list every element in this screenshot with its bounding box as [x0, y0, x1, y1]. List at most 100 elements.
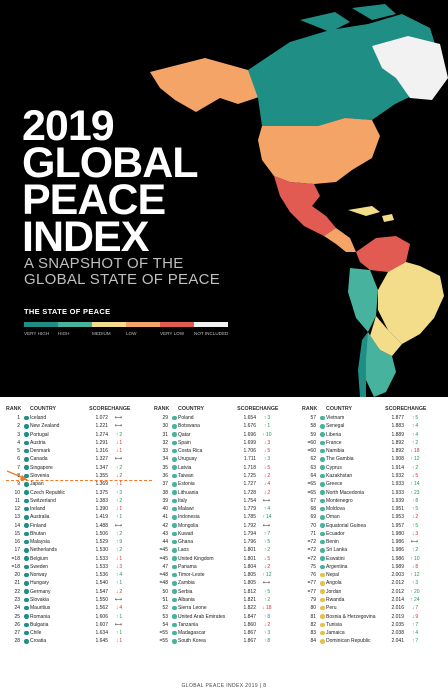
change-cell: ↓ 5 — [404, 473, 426, 479]
score-cell: 1.725 — [243, 472, 256, 479]
peace-level-dot-icon — [24, 548, 30, 553]
arrow-up-icon: ↑ — [115, 431, 119, 438]
change-cell: ↑ 1 — [108, 630, 130, 636]
change-value: 12 — [413, 456, 420, 463]
arrow-up-icon: ↑ — [115, 613, 119, 620]
change-cell: ↑ 1 — [108, 514, 130, 520]
country-cell: North Macedonia — [326, 489, 365, 496]
country-cell: United Arab Emirates — [178, 613, 226, 620]
table-row: =77 Jordan 2.012 ↑ 20 — [302, 588, 426, 596]
peace-level-dot-icon — [24, 457, 30, 462]
table-row: 62 The Gambia 1.908 ↑ 12 — [302, 455, 426, 463]
change-value: 5 — [267, 464, 271, 471]
rankings-column-3: RANK COUNTRY SCORE CHANGE 57 Vietnam 1.877 ↑ 5 58… — [302, 404, 426, 645]
arrow-down-icon: ↓ — [411, 472, 415, 479]
table-row: 35 Latvia 1.718 ↓ 5 — [154, 464, 278, 472]
change-cell: ↑ 2 — [108, 531, 130, 537]
arrow-up-icon: ↑ — [263, 456, 267, 463]
rank-cell: 80 — [310, 605, 316, 612]
table-row: =18 Belgium 1.533 ↓ 1 — [6, 555, 130, 563]
arrow-up-icon: ↑ — [263, 630, 267, 637]
highlight-arrow-icon — [6, 470, 28, 480]
peace-level-dot-icon — [172, 630, 178, 636]
peace-level-dot-icon — [24, 572, 30, 578]
change-value: 4 — [415, 630, 419, 637]
change-value: 10 — [265, 431, 272, 438]
rankings-table: RANK COUNTRY SCORE CHANGE 1 Iceland 1.072 ⟷ 2 New… — [6, 404, 442, 679]
arrow-up-icon: ↑ — [411, 506, 415, 513]
arrow-down-icon: ↓ — [115, 563, 119, 570]
change-cell: ⟷ — [256, 523, 278, 529]
score-cell: 1.805 — [243, 572, 256, 579]
table-row: 80 Peru 2.016 ↓ 7 — [302, 604, 426, 612]
arrow-up-icon: ↑ — [263, 423, 267, 430]
change-cell: ↑ 8 — [256, 638, 278, 644]
peace-level-dot-icon — [172, 506, 178, 512]
score-cell: 1.883 — [391, 423, 404, 430]
change-value: 2 — [415, 439, 419, 446]
score-cell: 1.536 — [95, 572, 108, 579]
change-cell: ↓ 3 — [256, 440, 278, 446]
header-score: SCORE — [385, 406, 404, 412]
arrow-up-icon: ↑ — [263, 588, 267, 595]
rank-cell: =55 — [159, 630, 168, 637]
country-cell: Benin — [326, 539, 339, 546]
rank-cell: 17 — [14, 547, 20, 554]
country-cell: Denmark — [30, 448, 51, 455]
header-country: COUNTRY — [30, 406, 56, 412]
table-row: =48 Zambia 1.805 ⟷ — [154, 579, 278, 587]
peace-level-dot-icon — [24, 490, 30, 495]
country-cell: Uruguay — [178, 456, 197, 463]
rank-cell: =48 — [159, 572, 168, 579]
table-row: 17 Netherlands 1.530 ↑ 2 — [6, 546, 130, 554]
arrow-up-icon: ↑ — [411, 415, 415, 422]
peace-level-dot-icon — [320, 523, 326, 528]
change-cell: ↑ 10 — [404, 556, 426, 562]
rank-cell: =60 — [307, 439, 316, 446]
score-cell: 1.355 — [95, 472, 108, 479]
rank-cell: 2 — [17, 423, 20, 430]
score-cell: 1.699 — [243, 439, 256, 446]
change-value: 2 — [119, 431, 123, 438]
country-cell: Croatia — [30, 638, 47, 645]
rank-cell: 16 — [14, 539, 20, 546]
change-value: 3 — [267, 456, 271, 463]
change-cell: ↓ 2 — [256, 490, 278, 496]
score-cell: 1.607 — [95, 621, 108, 628]
peace-level-dot-icon — [320, 539, 326, 545]
table-row: 9 Japan 1.369 ↓ 1 — [6, 480, 130, 488]
table-row: 53 United Arab Emirates 1.847 ↑ 8 — [154, 612, 278, 620]
change-cell: ↓ 2 — [108, 473, 130, 479]
arrow-down-icon: ↓ — [263, 555, 267, 562]
score-cell: 1.728 — [243, 489, 256, 496]
table-row: 31 Qatar 1.696 ↑ 10 — [154, 431, 278, 439]
country-cell: Ghana — [178, 539, 194, 546]
peace-level-dot-icon — [24, 506, 30, 512]
change-cell: ↑ 4 — [108, 572, 130, 578]
country-cell: Zambia — [178, 580, 195, 587]
country-cell: Sri Lanka — [326, 547, 348, 554]
table-row: 83 Jamaica 2.038 ↑ 4 — [302, 629, 426, 637]
table-row: 28 Croatia 1.645 ↓ 1 — [6, 637, 130, 645]
table-row: 67 Montenegro 1.939 ↑ 8 — [302, 497, 426, 505]
table-row: 5 Denmark 1.316 ↓ 1 — [6, 447, 130, 455]
change-cell: ⟷ — [108, 597, 130, 603]
score-cell: 1.989 — [391, 563, 404, 570]
change-value: 2 — [415, 464, 419, 471]
rank-cell: 10 — [14, 489, 20, 496]
change-value: 1 — [119, 439, 123, 446]
change-cell: ⟷ — [256, 580, 278, 586]
arrow-down-icon: ↓ — [115, 481, 119, 488]
change-cell: ↑ 8 — [404, 498, 426, 504]
change-value: 4 — [119, 572, 123, 579]
change-value: 1 — [119, 638, 123, 645]
peace-level-dot-icon — [320, 473, 326, 479]
change-value: 7 — [267, 530, 271, 537]
rank-cell: 69 — [310, 514, 316, 521]
arrow-down-icon: ↓ — [115, 605, 119, 612]
rank-cell: 26 — [14, 621, 20, 628]
change-cell: ↓ 5 — [256, 465, 278, 471]
score-cell: 1.369 — [95, 481, 108, 488]
change-value: 12 — [413, 572, 420, 579]
table-row: =72 Sri Lanka 1.986 ↑ 2 — [302, 546, 426, 554]
